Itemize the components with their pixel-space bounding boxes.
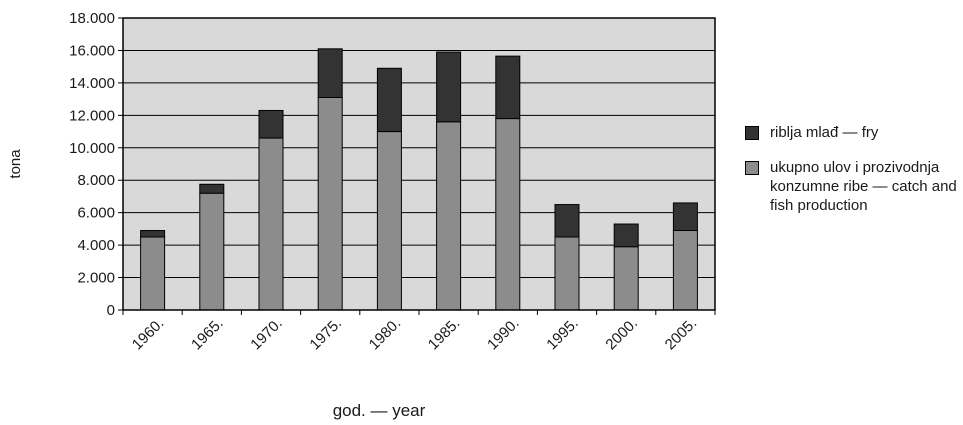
bar-segment-fry	[613, 223, 639, 248]
bar-segment-catch	[376, 131, 402, 311]
x-tick-label: 1975.	[306, 315, 345, 354]
y-tick-label: 6.000	[77, 205, 115, 222]
x-tick-label: 1995.	[543, 315, 582, 354]
bar-segment-fry	[495, 55, 521, 120]
bar-segment-fry	[376, 67, 402, 133]
legend-swatch-catch	[745, 161, 759, 175]
bars	[140, 48, 698, 311]
bar-segment-catch	[554, 236, 580, 311]
x-tick-label: 1985.	[425, 315, 464, 354]
y-tick-label: 2.000	[77, 270, 115, 287]
y-tick-label: 4.000	[77, 237, 115, 254]
y-tick-label: 12.000	[69, 107, 115, 124]
y-tick-label: 8.000	[77, 172, 115, 189]
legend-label-catch: ukupno ulov i prozivodnja konzumne ribe …	[770, 159, 957, 214]
y-tick-label: 16.000	[69, 42, 115, 59]
bar-segment-fry	[436, 51, 462, 123]
bar-segment-catch	[436, 121, 462, 311]
bar-segment-fry	[140, 230, 166, 238]
bar-segment-catch	[258, 137, 284, 311]
x-tick-label: 1980.	[366, 315, 405, 354]
y-tick-label: 10.000	[69, 140, 115, 157]
x-tick-label: 2005.	[662, 315, 701, 354]
bar-segment-catch	[140, 236, 166, 311]
x-tick-label: 1990.	[484, 315, 523, 354]
bar-segment-catch	[672, 230, 698, 311]
x-tick-label: 1970.	[247, 315, 286, 354]
bar-segment-fry	[672, 202, 698, 232]
bar-segment-fry	[317, 48, 343, 98]
legend-item-fry: riblja mlađ — fry	[745, 123, 960, 142]
y-tick-label: 0	[107, 302, 115, 319]
legend-swatch-fry	[745, 126, 759, 140]
legend-label-fry: riblja mlađ — fry	[770, 124, 879, 141]
legend-item-catch: ukupno ulov i prozivodnja konzumne ribe …	[745, 158, 960, 215]
bar-segment-fry	[199, 183, 225, 194]
bar-segment-fry	[258, 109, 284, 139]
x-tick-label: 2000.	[602, 315, 641, 354]
y-axis-ticks: 0 2.000 4.000 6.000 8.000 10.000 12.000 14.000 1…	[69, 10, 123, 319]
y-tick-label: 18.000	[69, 10, 115, 27]
bar-segment-fry	[554, 204, 580, 238]
bar-segment-catch	[613, 246, 639, 311]
y-axis-label: tona	[7, 149, 24, 179]
bar-segment-catch	[199, 192, 225, 311]
y-tick-label: 14.000	[69, 75, 115, 92]
x-tick-label: 1960.	[129, 315, 168, 354]
x-axis-ticks: 1960. 1965. 1970. 1975. 1980. 1985. 1990. 1995.…	[122, 310, 716, 354]
x-tick-label: 1965.	[188, 315, 227, 354]
legend: riblja mlađ — fry ukupno ulov i prozivod…	[745, 123, 960, 231]
x-axis-label: god. — year	[333, 401, 426, 420]
bar-segment-catch	[495, 118, 521, 311]
bar-segment-catch	[317, 96, 343, 311]
